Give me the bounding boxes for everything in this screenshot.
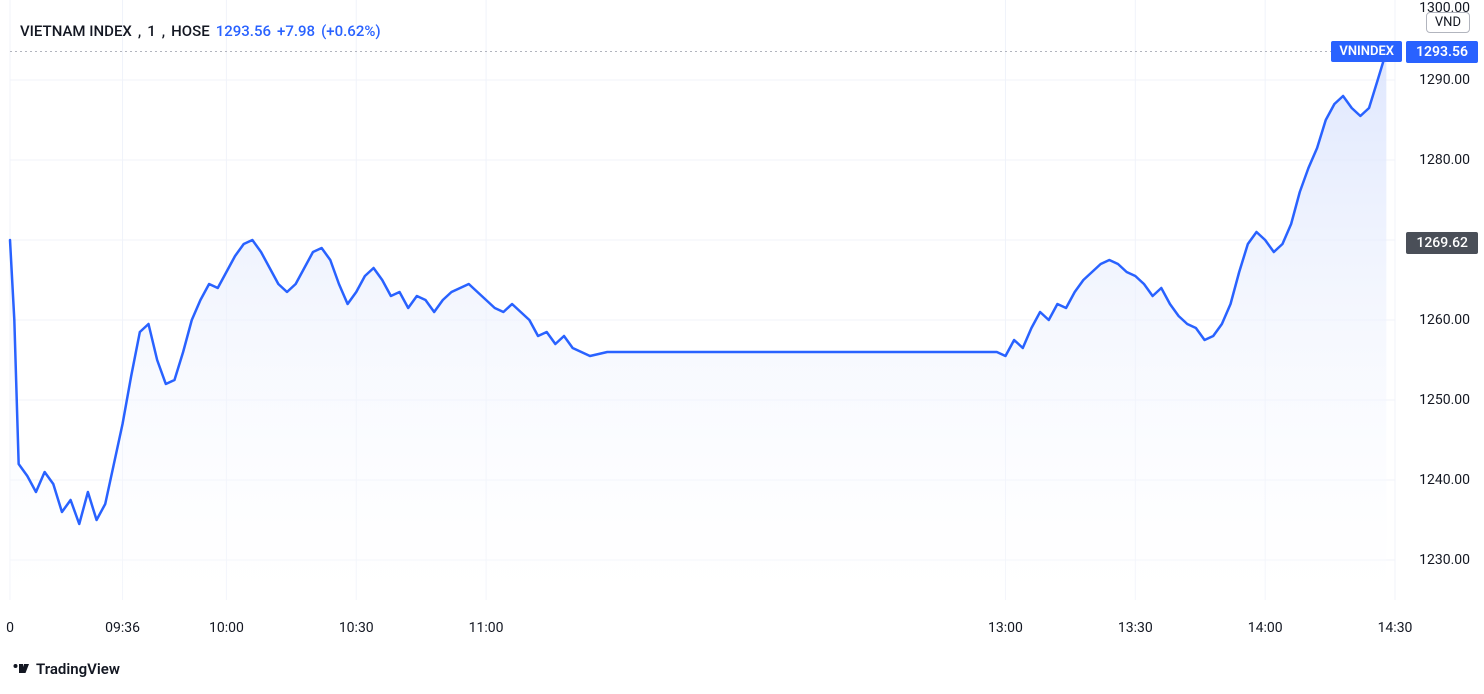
x-tick: 11:00 bbox=[469, 620, 504, 636]
price-change: +7.98 bbox=[277, 22, 315, 40]
header-sep: , bbox=[138, 22, 141, 40]
y-tick: 1240.00 bbox=[1419, 472, 1470, 488]
marker-tag: VNINDEX bbox=[1331, 41, 1402, 62]
chart-plot[interactable] bbox=[0, 0, 1484, 694]
currency-badge[interactable]: VND bbox=[1426, 12, 1470, 33]
y-tick: 1250.00 bbox=[1419, 392, 1470, 408]
logo-text: TradingView bbox=[36, 660, 120, 678]
x-tick: 0 bbox=[6, 620, 14, 636]
x-tick: 13:00 bbox=[988, 620, 1023, 636]
y-tick: 1290.00 bbox=[1419, 72, 1470, 88]
price-change-pct: (+0.62%) bbox=[321, 22, 381, 40]
marker-value: 1293.56 bbox=[1406, 41, 1478, 63]
header-sep2: , bbox=[162, 22, 165, 40]
x-tick: 13:30 bbox=[1118, 620, 1153, 636]
y-tick: 1260.00 bbox=[1419, 312, 1470, 328]
x-tick: 10:00 bbox=[209, 620, 244, 636]
chart-container: VIETNAM INDEX , 1 , HOSE 1293.56 +7.98 (… bbox=[0, 0, 1484, 694]
x-tick: 14:30 bbox=[1378, 620, 1413, 636]
chart-header: VIETNAM INDEX , 1 , HOSE 1293.56 +7.98 (… bbox=[20, 22, 381, 40]
current-price-marker: VNINDEX 1293.56 bbox=[1331, 41, 1478, 63]
y-tick: 1230.00 bbox=[1419, 552, 1470, 568]
tradingview-logo[interactable]: TradingView bbox=[12, 660, 120, 678]
x-tick: 14:00 bbox=[1248, 620, 1283, 636]
exchange-label: HOSE bbox=[171, 22, 210, 40]
reference-price-marker: 1269.62 bbox=[1406, 232, 1478, 254]
x-tick: 09:36 bbox=[105, 620, 140, 636]
tradingview-icon bbox=[12, 660, 30, 678]
symbol-name[interactable]: VIETNAM INDEX bbox=[20, 22, 132, 40]
x-tick: 10:30 bbox=[339, 620, 374, 636]
y-tick: 1280.00 bbox=[1419, 152, 1470, 168]
interval-label[interactable]: 1 bbox=[147, 22, 156, 40]
last-price: 1293.56 bbox=[216, 22, 271, 40]
